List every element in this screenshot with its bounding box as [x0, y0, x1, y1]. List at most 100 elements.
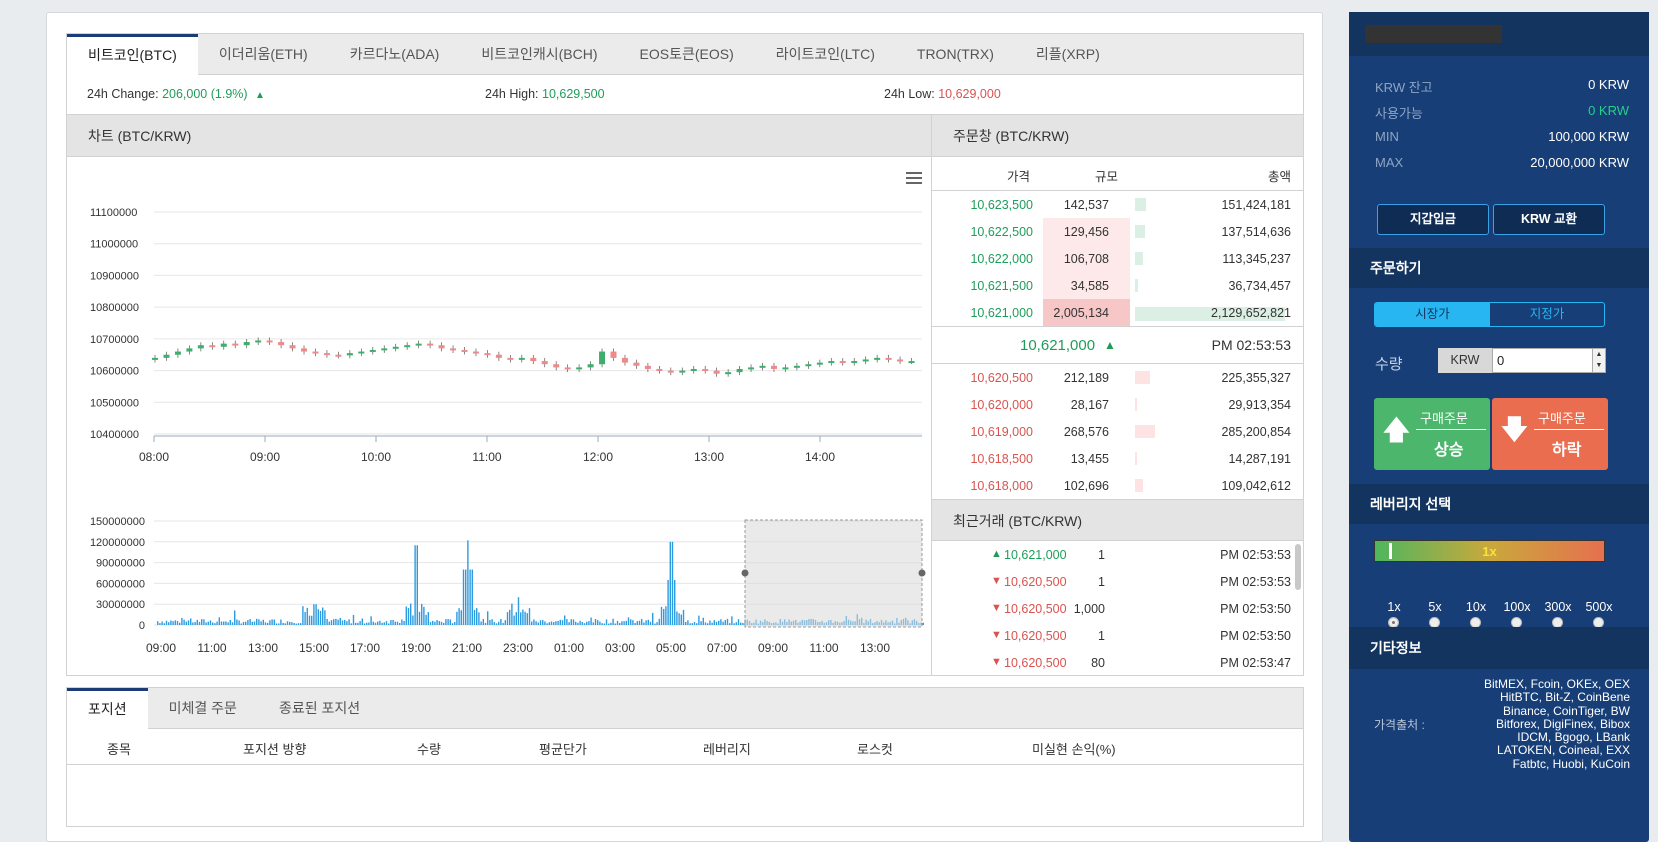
price-chart[interactable]: 11100000 11000000 10900000 10800000 10700000… — [67, 157, 931, 675]
navigator-selection[interactable] — [741, 519, 926, 628]
volume-bar — [324, 610, 326, 625]
ask-row[interactable]: 10,621,500 34,585 36,734,457 — [932, 272, 1303, 299]
volume-bar — [165, 620, 168, 625]
qty-input[interactable]: 0 ▲ ▼ — [1492, 348, 1606, 373]
volume-bar — [245, 621, 247, 625]
volume-bar — [203, 619, 205, 625]
tab-eth[interactable]: 이더리움(ETH) — [218, 46, 308, 62]
candle — [472, 351, 479, 354]
tab-ada[interactable]: 카르다노(ADA) — [349, 46, 440, 62]
tab-open-orders[interactable]: 미체결 주문 — [168, 700, 237, 716]
tab-xrp[interactable]: 리플(XRP) — [1035, 46, 1100, 62]
ask-row[interactable]: 10,622,000 106,708 113,345,237 — [932, 245, 1303, 272]
volume-bar — [731, 616, 733, 625]
y-tick-label: 10400000 — [90, 429, 139, 441]
volume-bar — [291, 622, 293, 625]
volume-bar — [509, 609, 511, 625]
volume-bar — [715, 621, 718, 625]
ask-row[interactable]: 10,623,500 142,537 151,424,181 — [932, 191, 1303, 218]
volume-bar — [361, 618, 363, 625]
volume-bar — [262, 619, 264, 625]
bid-depth-bar — [1135, 398, 1137, 411]
price-source-line: Fatbtc, Huobi, KuCoin — [1512, 756, 1630, 771]
leverage-title: 레버리지 선택 — [1349, 484, 1649, 524]
hamburger-icon[interactable] — [906, 172, 922, 184]
limit-order-tab[interactable]: 지정가 — [1529, 307, 1565, 321]
market-order-tab[interactable]: 시장가 — [1375, 303, 1490, 326]
coin-tabs: 비트코인(BTC) 이더리움(ETH) 카르다노(ADA) 비트코인캐시(BCH… — [66, 33, 1304, 75]
qty-stepper[interactable]: ▲ ▼ — [1592, 349, 1605, 372]
volume-bar — [704, 622, 707, 625]
volume-bar — [238, 620, 240, 625]
bid-row[interactable]: 10,620,000 28,167 29,913,354 — [932, 391, 1303, 418]
navigator-handle-right[interactable] — [918, 569, 926, 577]
x-tick-label: 05:00 — [656, 641, 686, 655]
y-tick-label: 90000000 — [96, 558, 145, 570]
candle — [518, 357, 525, 360]
bid-row[interactable]: 10,619,000 268,576 285,200,854 — [932, 418, 1303, 445]
volume-bar — [636, 621, 638, 625]
stat-change-label: 24h Change: — [87, 87, 159, 101]
volume-bar — [506, 612, 509, 625]
volume-bar — [458, 608, 460, 625]
ask-list: 10,623,500 142,537 151,424,181 10,622,500 12… — [932, 191, 1303, 326]
bid-row[interactable]: 10,618,000 102,696 109,042,612 — [932, 472, 1303, 499]
ask-size-highlight — [1043, 299, 1130, 326]
tab-btc[interactable]: 비트코인(BTC) — [67, 34, 198, 75]
volume-bar — [388, 623, 390, 625]
trade-list[interactable]: ▲ 10,621,000 1 PM 02:53:53 ▼ 10,620,500 1 PM 02… — [932, 541, 1303, 675]
candle — [908, 361, 915, 364]
balance-row: MIN 100,000 KRW — [1375, 129, 1629, 144]
qty-label: 수량 — [1375, 356, 1403, 373]
bid-row[interactable]: 10,620,500 212,189 225,355,327 — [932, 364, 1303, 391]
bid-row[interactable]: 10,618,500 13,455 14,287,191 — [932, 445, 1303, 472]
volume-bar — [249, 618, 251, 625]
deposit-button[interactable]: 지갑입금 — [1377, 204, 1489, 235]
x-tick-label: 15:00 — [299, 641, 329, 655]
y-tick-label: 10800000 — [90, 302, 139, 314]
volume-bar — [306, 607, 308, 625]
tab-ltc[interactable]: 라이트코인(LTC) — [775, 46, 875, 62]
volume-bar — [302, 606, 304, 625]
volume-bar — [176, 620, 179, 625]
volume-bar — [726, 618, 729, 625]
trade-scrollbar[interactable] — [1295, 544, 1301, 590]
leverage-option-label: 5x — [1428, 600, 1442, 614]
volume-bar — [425, 614, 427, 625]
chart-title: 차트 (BTC/KRW) — [67, 115, 931, 157]
candle — [209, 345, 216, 348]
ask-size: 129,456 — [1063, 225, 1109, 239]
tab-trx[interactable]: TRON(TRX) — [916, 46, 994, 62]
price-source-line: LATOKEN, Coineal, EXX — [1497, 743, 1630, 758]
ask-price: 10,621,500 — [970, 279, 1033, 293]
tab-eos[interactable]: EOS토큰(EOS) — [639, 46, 734, 62]
candle — [816, 362, 823, 365]
volume-bar — [577, 622, 579, 625]
volume-bar — [473, 609, 476, 625]
volume-bar — [231, 622, 234, 625]
volume-bar — [416, 545, 418, 625]
leverage-handle[interactable] — [1389, 543, 1392, 559]
candle — [736, 368, 743, 373]
trade-time: PM 02:53:53 — [1220, 575, 1291, 589]
buy-down-button[interactable]: 🡇 구매주문 하락 — [1492, 398, 1608, 470]
ask-row[interactable]: 10,622,500 129,456 137,514,636 — [932, 218, 1303, 245]
volume-bar — [612, 618, 614, 625]
balance-row: KRW 잔고 0 KRW — [1375, 77, 1629, 96]
ask-row[interactable]: 10,621,000 2,005,134 2,129,652,821 — [932, 299, 1303, 326]
tab-positions[interactable]: 포지션 — [67, 688, 148, 729]
tab-closed-positions[interactable]: 종료된 포지션 — [278, 700, 361, 716]
leverage-option-label: 1x — [1387, 600, 1401, 614]
volume-bar — [647, 619, 649, 625]
navigator-handle-left[interactable] — [741, 569, 749, 577]
volume-bar — [700, 621, 702, 625]
leverage-slider[interactable]: 1x — [1374, 540, 1605, 562]
volume-bar — [251, 621, 253, 625]
buy-up-button[interactable]: 🡅 구매주문 상승 — [1374, 398, 1490, 470]
volume-bar — [619, 623, 621, 625]
volume-bar — [157, 621, 159, 625]
krw-exchange-button[interactable]: KRW 교환 — [1493, 204, 1605, 235]
x-tick-label: 09:00 — [758, 641, 788, 655]
tab-bch[interactable]: 비트코인캐시(BCH) — [481, 46, 598, 62]
volume-bar — [352, 614, 355, 625]
